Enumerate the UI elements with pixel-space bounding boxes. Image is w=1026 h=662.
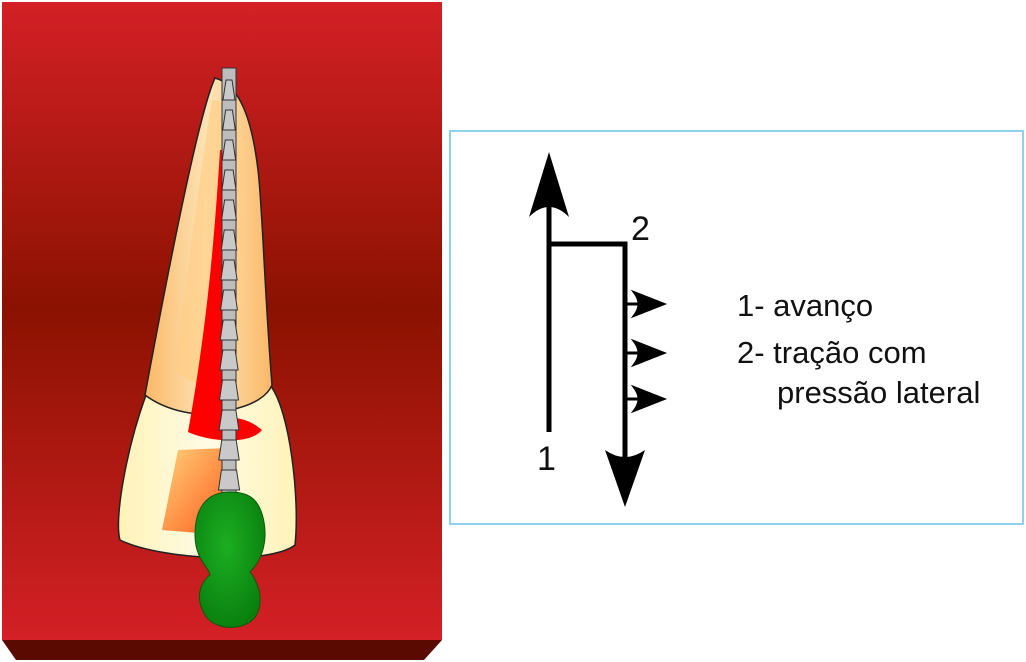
- motion-diagram-panel: 1 2 1- avanço 2- tração com pressão late…: [449, 130, 1024, 525]
- file-flute: [219, 319, 239, 341]
- file-flute: [219, 349, 239, 371]
- file-flute: [221, 169, 237, 191]
- file-flutes: [217, 79, 241, 491]
- file-flute: [222, 109, 236, 131]
- file-flute: [222, 79, 236, 101]
- file-handle: [194, 491, 266, 628]
- file-flute: [218, 409, 240, 431]
- file-flute: [217, 469, 241, 491]
- legend-line-2: 2- tração com: [737, 335, 927, 370]
- lateral-arrow-1-icon: [630, 289, 668, 319]
- motion-diagram: [529, 152, 668, 507]
- tooth-file-illustration: [2, 2, 442, 660]
- file-flute: [221, 139, 237, 161]
- legend-line-1: 1- avanço: [737, 288, 874, 323]
- up-arrow-icon: [529, 152, 569, 217]
- file-flute: [220, 229, 238, 251]
- label-1: 1: [537, 440, 556, 478]
- file-flute: [218, 379, 240, 401]
- file-flute: [220, 259, 238, 281]
- lateral-arrow-3-icon: [630, 384, 668, 414]
- background-base: [2, 640, 442, 660]
- label-2: 2: [631, 210, 650, 248]
- file-flute: [221, 199, 237, 221]
- file-flute: [218, 439, 240, 461]
- connector-line: [549, 241, 628, 462]
- down-arrow-icon: [605, 450, 645, 507]
- lateral-arrow-2-icon: [630, 338, 668, 368]
- legend-line-3: pressão lateral: [777, 375, 981, 410]
- file-flute: [219, 289, 239, 311]
